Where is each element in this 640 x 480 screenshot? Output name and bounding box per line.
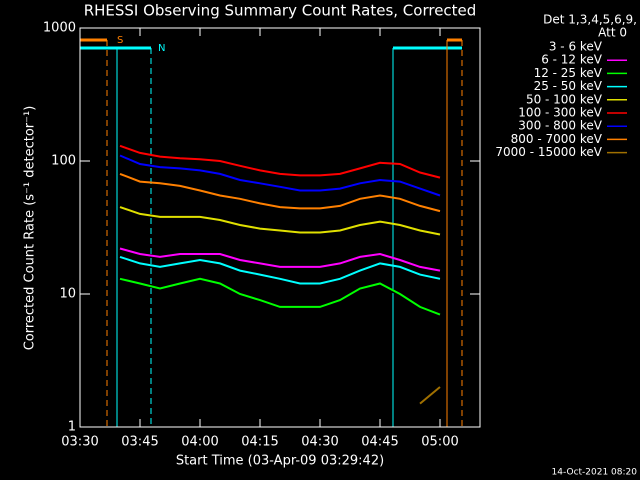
legend-label: 12 - 25 keV [534,66,603,80]
legend-label: 100 - 300 keV [518,106,602,120]
legend-header: Att 0 [598,26,627,40]
legend-label: 25 - 50 keV [534,79,603,93]
series-line [119,172,441,213]
legend-label: 6 - 12 keV [541,53,603,67]
legend-header: Det 1,3,4,5,6,9, [543,13,637,27]
series-line [119,206,441,236]
x-tick-label: 03:45 [121,435,158,450]
legend-label: 7000 - 15000 keV [495,145,602,159]
legend-label: 300 - 800 keV [518,119,602,133]
legend-label: 50 - 100 keV [526,92,603,106]
x-tick-label: 04:45 [361,435,398,450]
legend-label: 800 - 7000 keV [511,132,603,146]
x-tick-label: 05:00 [421,435,458,450]
series-line [119,154,441,197]
x-axis-label: Start Time (03-Apr-09 03:29:42) [176,454,384,469]
x-tick-label: 04:15 [241,435,278,450]
series-line [419,386,441,405]
series-line [119,144,441,179]
y-tick-label: 100 [51,154,76,169]
x-tick-label: 04:00 [181,435,218,450]
y-tick-label: 10 [59,287,76,302]
x-tick-label: 03:30 [61,435,98,450]
legend-label: 3 - 6 keV [549,40,603,54]
chart-title: RHESSI Observing Summary Count Rates, Co… [84,2,477,20]
n-marker: N [158,43,165,54]
series-line [119,247,441,272]
s-marker: S [117,35,123,46]
series-line [119,255,441,285]
footer-date: 14-Oct-2021 08:20 [552,468,638,478]
plot-frame [79,27,481,428]
x-tick-label: 04:30 [301,435,338,450]
y-tick-label: 1 [68,420,76,435]
series-line [119,277,441,316]
y-axis-label: Corrected Count Rate (s⁻¹ detector⁻¹) [23,106,38,351]
y-tick-label: 1000 [43,21,76,36]
